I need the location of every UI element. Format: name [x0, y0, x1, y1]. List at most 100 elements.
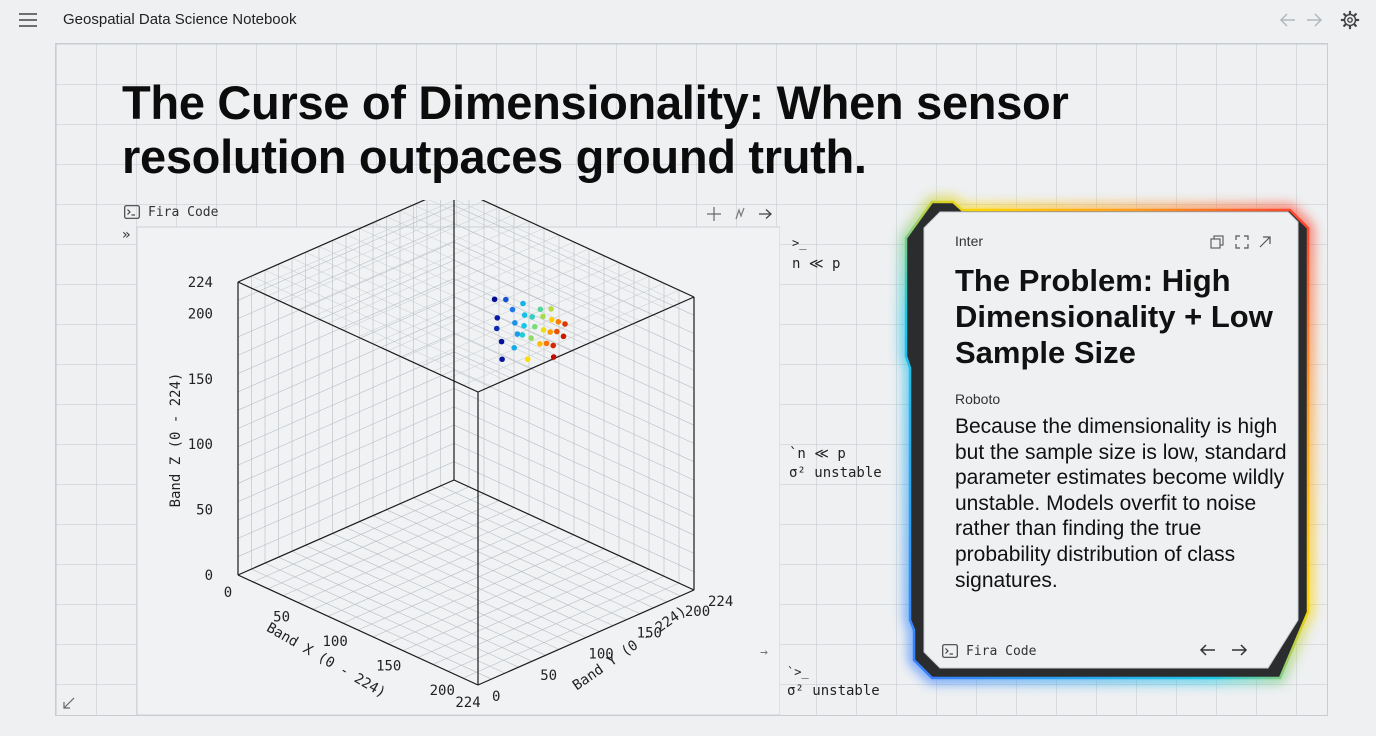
top-grid-line [387, 255, 605, 351]
cube-edge [453, 479, 695, 591]
expand-marker[interactable]: » [122, 227, 131, 243]
sparkle-icon[interactable] [732, 206, 748, 222]
z-tick-label: 50 [196, 503, 213, 519]
open-external-icon[interactable] [1258, 235, 1272, 249]
fullscreen-icon[interactable] [1235, 235, 1249, 249]
data-point [531, 323, 538, 330]
cube-edge [237, 574, 479, 686]
gear-icon[interactable] [1340, 10, 1360, 30]
y-tick-label: 0 [492, 689, 500, 705]
note3-text: σ² unstable [787, 683, 880, 699]
data-point [509, 306, 516, 313]
note2: `n ≪ p σ² unstable [789, 445, 882, 483]
floor-grid-line [345, 527, 587, 638]
note2-line2: σ² unstable [789, 465, 882, 481]
card-prev-arrow-icon[interactable] [1199, 641, 1217, 659]
back-wall-grid-line [453, 205, 695, 316]
x-tick-label: 100 [322, 634, 347, 650]
floor-grid-line [372, 541, 590, 638]
data-point [554, 328, 560, 335]
plot-font-label: Fira Code [124, 205, 218, 220]
note2-line1: `n ≪ p [789, 446, 846, 462]
slide-title: The Curse of Dimensionality: When sensor… [122, 76, 1122, 184]
floor-grid-line [399, 503, 641, 615]
data-point [548, 316, 555, 323]
data-point [562, 321, 568, 327]
data-point [521, 312, 528, 318]
card-footer-font-name: Fira Code [966, 644, 1037, 659]
y-tick-label: 100 [588, 647, 613, 663]
data-point [540, 327, 547, 333]
left-wall-grid-line [237, 205, 455, 301]
x-tick-label: 200 [430, 683, 455, 699]
data-point [555, 319, 562, 325]
floor-grid-line [402, 555, 620, 651]
z-axis-label: Band Z (0 - 224) [168, 373, 184, 508]
data-point [494, 315, 501, 321]
chart-points [491, 296, 568, 363]
note-arrow: → [760, 645, 768, 660]
data-point [560, 333, 567, 340]
back-wall-grid-line [453, 314, 695, 426]
left-wall-grid-line [237, 278, 455, 374]
terminal-icon [124, 205, 140, 219]
arrow-right-icon[interactable] [757, 206, 773, 222]
cube-edge [237, 200, 426, 283]
top-grid-line [386, 216, 627, 327]
x-tick-label: 0 [224, 585, 232, 601]
hamburger-menu-icon[interactable] [18, 12, 38, 28]
data-point [503, 296, 509, 303]
data-point [514, 331, 521, 337]
data-point [493, 325, 500, 332]
back-wall-grid-line [453, 296, 695, 408]
arrow-left-icon[interactable] [1278, 10, 1298, 30]
data-point [520, 300, 526, 307]
floor-grid-line [426, 491, 668, 603]
copy-icon[interactable] [1210, 235, 1224, 249]
y-tick-label: 150 [637, 625, 662, 641]
card-body-text: Because the dimensionality is high but t… [955, 415, 1287, 592]
top-grid-line [462, 289, 680, 386]
slide-title-line1: The Curse of Dimensionality: When sensor [122, 76, 1069, 129]
data-point [491, 296, 498, 303]
cube-edge [237, 479, 455, 576]
back-wall-grid-line [453, 259, 695, 371]
floor-grid-line [447, 575, 665, 672]
data-point [537, 341, 543, 347]
z-tick-label: 100 [188, 437, 213, 453]
chart-grid [237, 200, 695, 686]
top-grid-line [432, 276, 650, 372]
arrow-right-icon[interactable] [1304, 10, 1324, 30]
y-tick-label: 200 [685, 604, 710, 620]
data-point [547, 329, 554, 335]
back-wall-grid-line [453, 223, 695, 334]
top-bar: Geospatial Data Science Notebook [0, 0, 1376, 42]
floor-grid-line [417, 562, 635, 658]
card-next-arrow-icon[interactable] [1230, 641, 1248, 659]
z-tick-label: 0 [205, 568, 213, 584]
data-point [528, 335, 534, 341]
back-wall-grid-line [453, 333, 695, 444]
floor-grid-line [359, 521, 600, 632]
floor-grid-line [413, 497, 654, 609]
floor-grid-line [372, 515, 614, 626]
plot-area [136, 226, 780, 715]
data-point [519, 332, 526, 338]
plot-font-name: Fira Code [148, 205, 219, 220]
x-tick-label: 150 [376, 659, 401, 675]
data-point [550, 354, 557, 360]
crosshair-icon[interactable] [706, 206, 722, 222]
data-point [543, 340, 550, 347]
card-body-font-label: Roboto [955, 391, 1001, 407]
back-wall-grid-line [453, 241, 695, 353]
floor-grid-line [386, 509, 627, 620]
cube-edge [237, 281, 479, 393]
note1-text: n ≪ p [792, 256, 841, 272]
data-point [540, 313, 546, 320]
top-grid-line [372, 222, 614, 333]
collapse-arrow-icon[interactable] [62, 696, 76, 710]
slide-title-line2: resolution outpaces ground truth. [122, 130, 867, 183]
z-tick-label: 200 [188, 306, 213, 322]
